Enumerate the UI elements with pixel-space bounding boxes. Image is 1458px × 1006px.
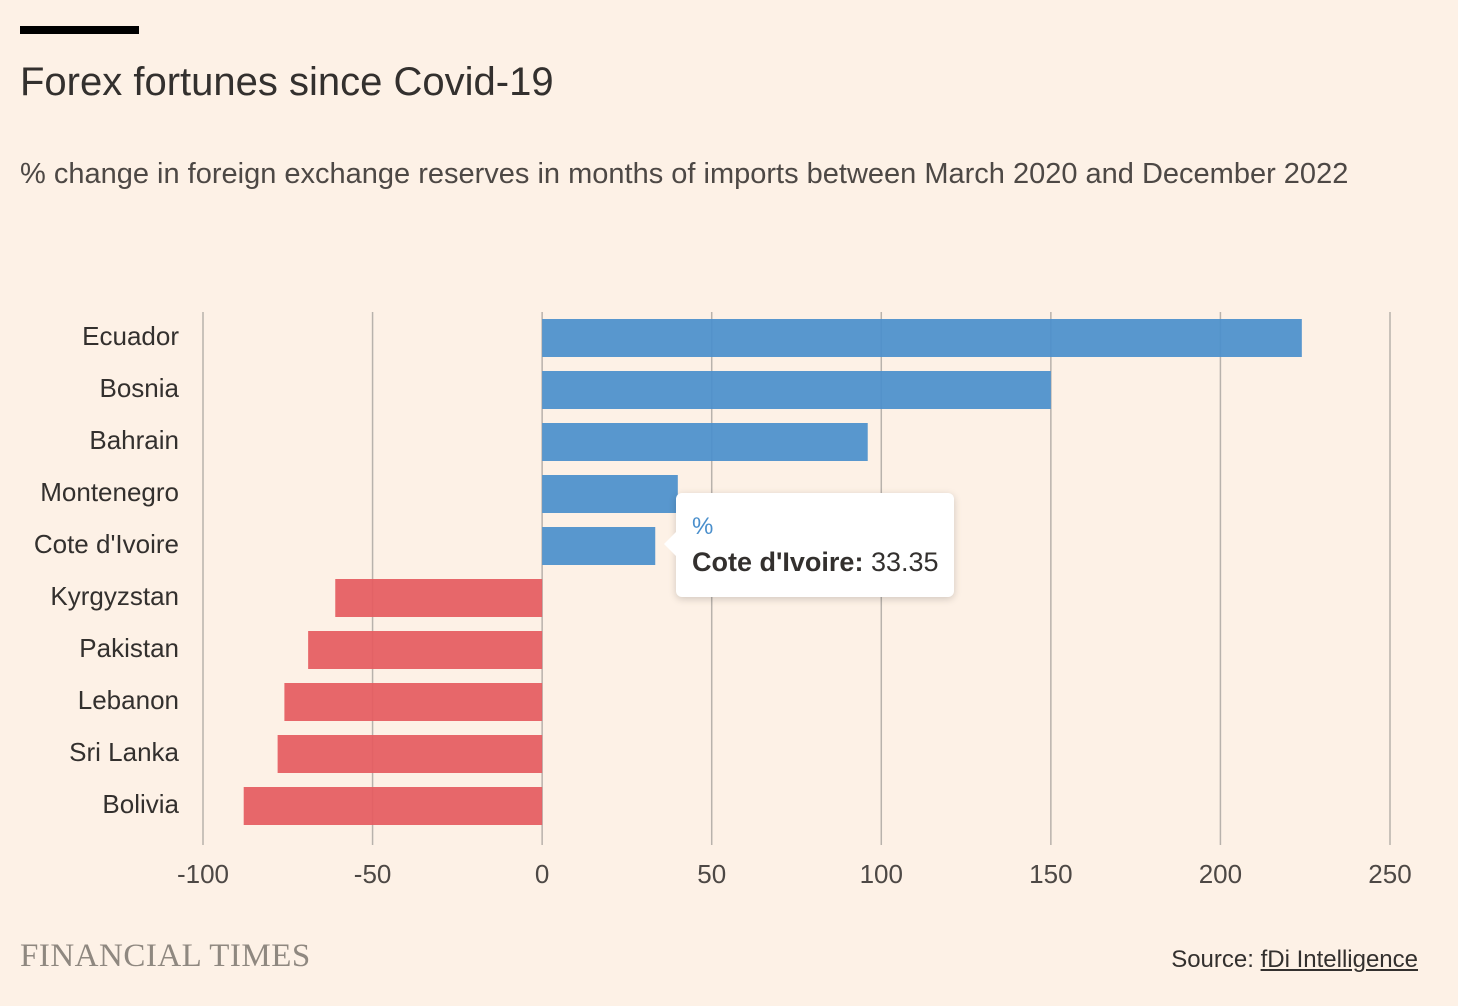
tooltip-series-name: % [692,513,714,540]
x-axis-ticks: -100 -50 0 50 100 150 200 250 [177,859,1412,889]
tooltip-arrow [664,531,677,557]
source-prefix: Source: [1171,946,1261,973]
source-note: Source: fDi Intelligence [1171,946,1418,974]
bar-kyrgyzstan[interactable] [335,579,543,617]
category-label: Pakistan [79,633,179,663]
tooltip-category: Cote d'Ivoire [692,547,855,577]
x-tick-label: 50 [697,859,726,889]
category-label: Cote d'Ivoire [34,529,179,559]
bars [243,319,1302,825]
tooltip-value: 33.35 [870,547,939,577]
category-label: Bosnia [100,373,180,403]
x-tick-label: 150 [1029,859,1072,889]
category-label: Montenegro [40,477,179,507]
x-tick-label: 200 [1199,859,1242,889]
category-label: Bolivia [102,789,179,819]
x-tick-label: -100 [177,859,229,889]
chart-title: Forex fortunes since Covid-19 [20,60,554,104]
bar-bosnia[interactable] [542,371,1051,409]
bar-lebanon[interactable] [284,683,543,721]
x-tick-label: 250 [1368,859,1411,889]
bar-pakistan[interactable] [308,631,543,669]
bar-sri-lanka[interactable] [277,735,543,773]
x-tick-label: 100 [860,859,903,889]
category-label: Kyrgyzstan [50,581,179,611]
ft-logo: FINANCIAL TIMES [20,938,311,974]
tooltip-value-line: Cote d'Ivoire: 33.35 [692,547,939,578]
top-rule [20,26,139,34]
bar-cote-d-ivoire[interactable] [542,527,656,565]
bar-ecuador[interactable] [542,319,1302,357]
bar-bolivia[interactable] [243,787,543,825]
tooltip-separator: : [854,547,864,577]
bar-montenegro[interactable] [542,475,678,513]
category-label: Bahrain [89,425,179,455]
category-label: Ecuador [82,321,179,351]
category-label: Lebanon [78,685,179,715]
x-tick-label: 0 [535,859,549,889]
chart-subtitle: % change in foreign exchange reserves in… [20,158,1349,190]
x-tick-label: -50 [354,859,392,889]
source-link[interactable]: fDi Intelligence [1260,946,1418,973]
bar-bahrain[interactable] [542,423,868,461]
category-labels: Ecuador Bosnia Bahrain Montenegro Cote d'Ivo… [34,321,180,819]
tooltip: % Cote d'Ivoire: 33.35 [664,493,954,597]
category-label: Sri Lanka [69,737,179,767]
